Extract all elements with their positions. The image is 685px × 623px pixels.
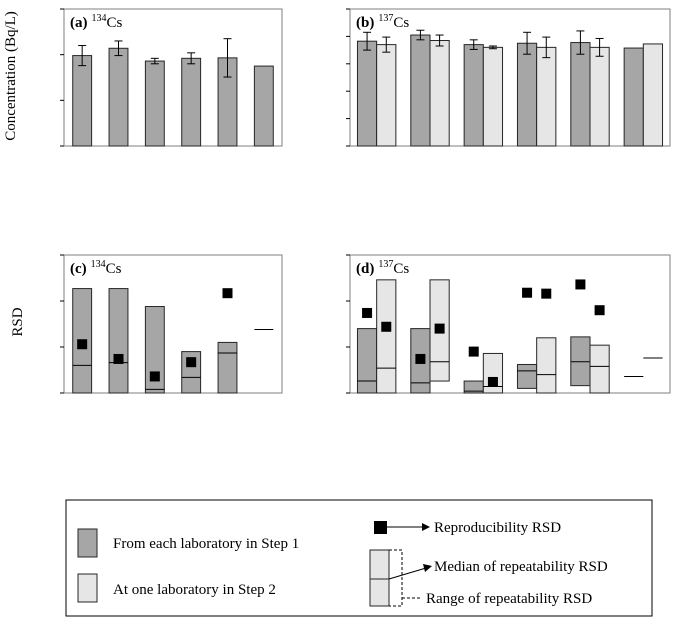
panel-label-symbol: Cs [107, 15, 123, 31]
reproducibility-marker [186, 357, 197, 368]
reproducibility-marker [575, 279, 586, 290]
reproducibility-marker [381, 321, 392, 332]
reproducibility-marker [113, 353, 124, 364]
bar [623, 47, 644, 147]
panel-c: (c) 134Cs [60, 254, 283, 394]
panel-a: (a) 134Cs [60, 8, 283, 147]
panel-label-letter: (b) [356, 15, 374, 31]
bar [356, 40, 378, 147]
bar [463, 44, 484, 147]
bar [570, 42, 591, 147]
panel-label-symbol: Cs [393, 15, 409, 31]
legend-arrowhead-reproducibility [422, 523, 430, 531]
legend-marker-reproducibility [374, 521, 387, 534]
range-box [144, 306, 165, 394]
legend-label-step1: From each laboratory in Step 1 [113, 536, 299, 552]
panel-label: (d) 137Cs [356, 259, 409, 277]
panel-label-mass: 137 [378, 13, 393, 24]
reproducibility-marker [468, 346, 479, 357]
panel-label-letter: (d) [356, 261, 374, 277]
bar [253, 65, 274, 147]
legend-label-range: Range of repeatability RSD [426, 591, 592, 607]
y-axis-label-rsd: RSD [10, 307, 26, 336]
legend-box-example [369, 549, 390, 607]
legend-label-reproducibility: Reproducibility RSD [434, 520, 561, 536]
bar [181, 57, 202, 147]
reproducibility-marker [541, 288, 552, 299]
panel-d: (d) 137Cs [346, 254, 671, 394]
legend-range-bracket [389, 549, 403, 607]
range-box [516, 363, 538, 389]
panel-label-mass: 134 [91, 259, 106, 270]
bar [376, 44, 397, 147]
chart-panels: (a) 134Cs (b) 137Cs(c) 134Cs (d) 137Cs [60, 8, 671, 394]
bar [72, 55, 93, 147]
panel-label: (a) 134Cs [70, 13, 123, 31]
bar [144, 60, 165, 147]
bar [536, 46, 557, 147]
bar [482, 46, 504, 147]
reproducibility-marker [434, 323, 445, 334]
legend-label-median: Median of repeatability RSD [434, 559, 608, 575]
range-box [536, 337, 557, 394]
reproducibility-marker [415, 353, 426, 364]
bar [429, 40, 450, 147]
panel-label-symbol: Cs [106, 261, 122, 277]
plot-frame [63, 254, 283, 394]
bar [108, 47, 129, 147]
reproducibility-marker [362, 307, 373, 318]
panel-label-mass: 137 [378, 259, 393, 270]
legend-swatch-step1 [77, 528, 98, 558]
reproducibility-marker [222, 288, 233, 299]
panel-b: (b) 137Cs [346, 8, 671, 147]
legend-swatch-step2 [77, 573, 98, 603]
panel-label: (b) 137Cs [356, 13, 409, 31]
legend-label-step2: At one laboratory in Step 2 [113, 582, 276, 598]
plot-frame [349, 8, 671, 147]
panel-label-letter: (c) [70, 261, 87, 277]
bar [410, 34, 431, 147]
range-box [376, 279, 397, 394]
plot-frame [63, 8, 283, 147]
legend-frame [65, 499, 653, 617]
legend-arrowhead-median [423, 564, 432, 572]
reproducibility-marker [594, 305, 605, 316]
reproducibility-marker [77, 339, 88, 350]
range-box [589, 344, 610, 394]
bar [589, 46, 610, 147]
range-box [356, 328, 378, 394]
bar [516, 42, 538, 147]
reproducibility-marker [487, 376, 498, 387]
legend: From each laboratory in Step 1 At one la… [65, 499, 653, 617]
reproducibility-marker [522, 287, 533, 298]
range-box [217, 341, 238, 394]
range-box [482, 352, 504, 394]
panel-label-letter: (a) [70, 15, 88, 31]
panel-label-mass: 134 [92, 13, 107, 24]
range-box [108, 288, 129, 394]
panel-label: (c) 134Cs [70, 259, 122, 277]
reproducibility-marker [149, 371, 160, 382]
bar [642, 43, 664, 147]
plot-frame [349, 254, 671, 394]
panel-label-symbol: Cs [393, 261, 409, 277]
legend-arrow-median [388, 567, 427, 580]
y-axis-label-concentration: Concentration (Bq/L) [3, 11, 19, 141]
